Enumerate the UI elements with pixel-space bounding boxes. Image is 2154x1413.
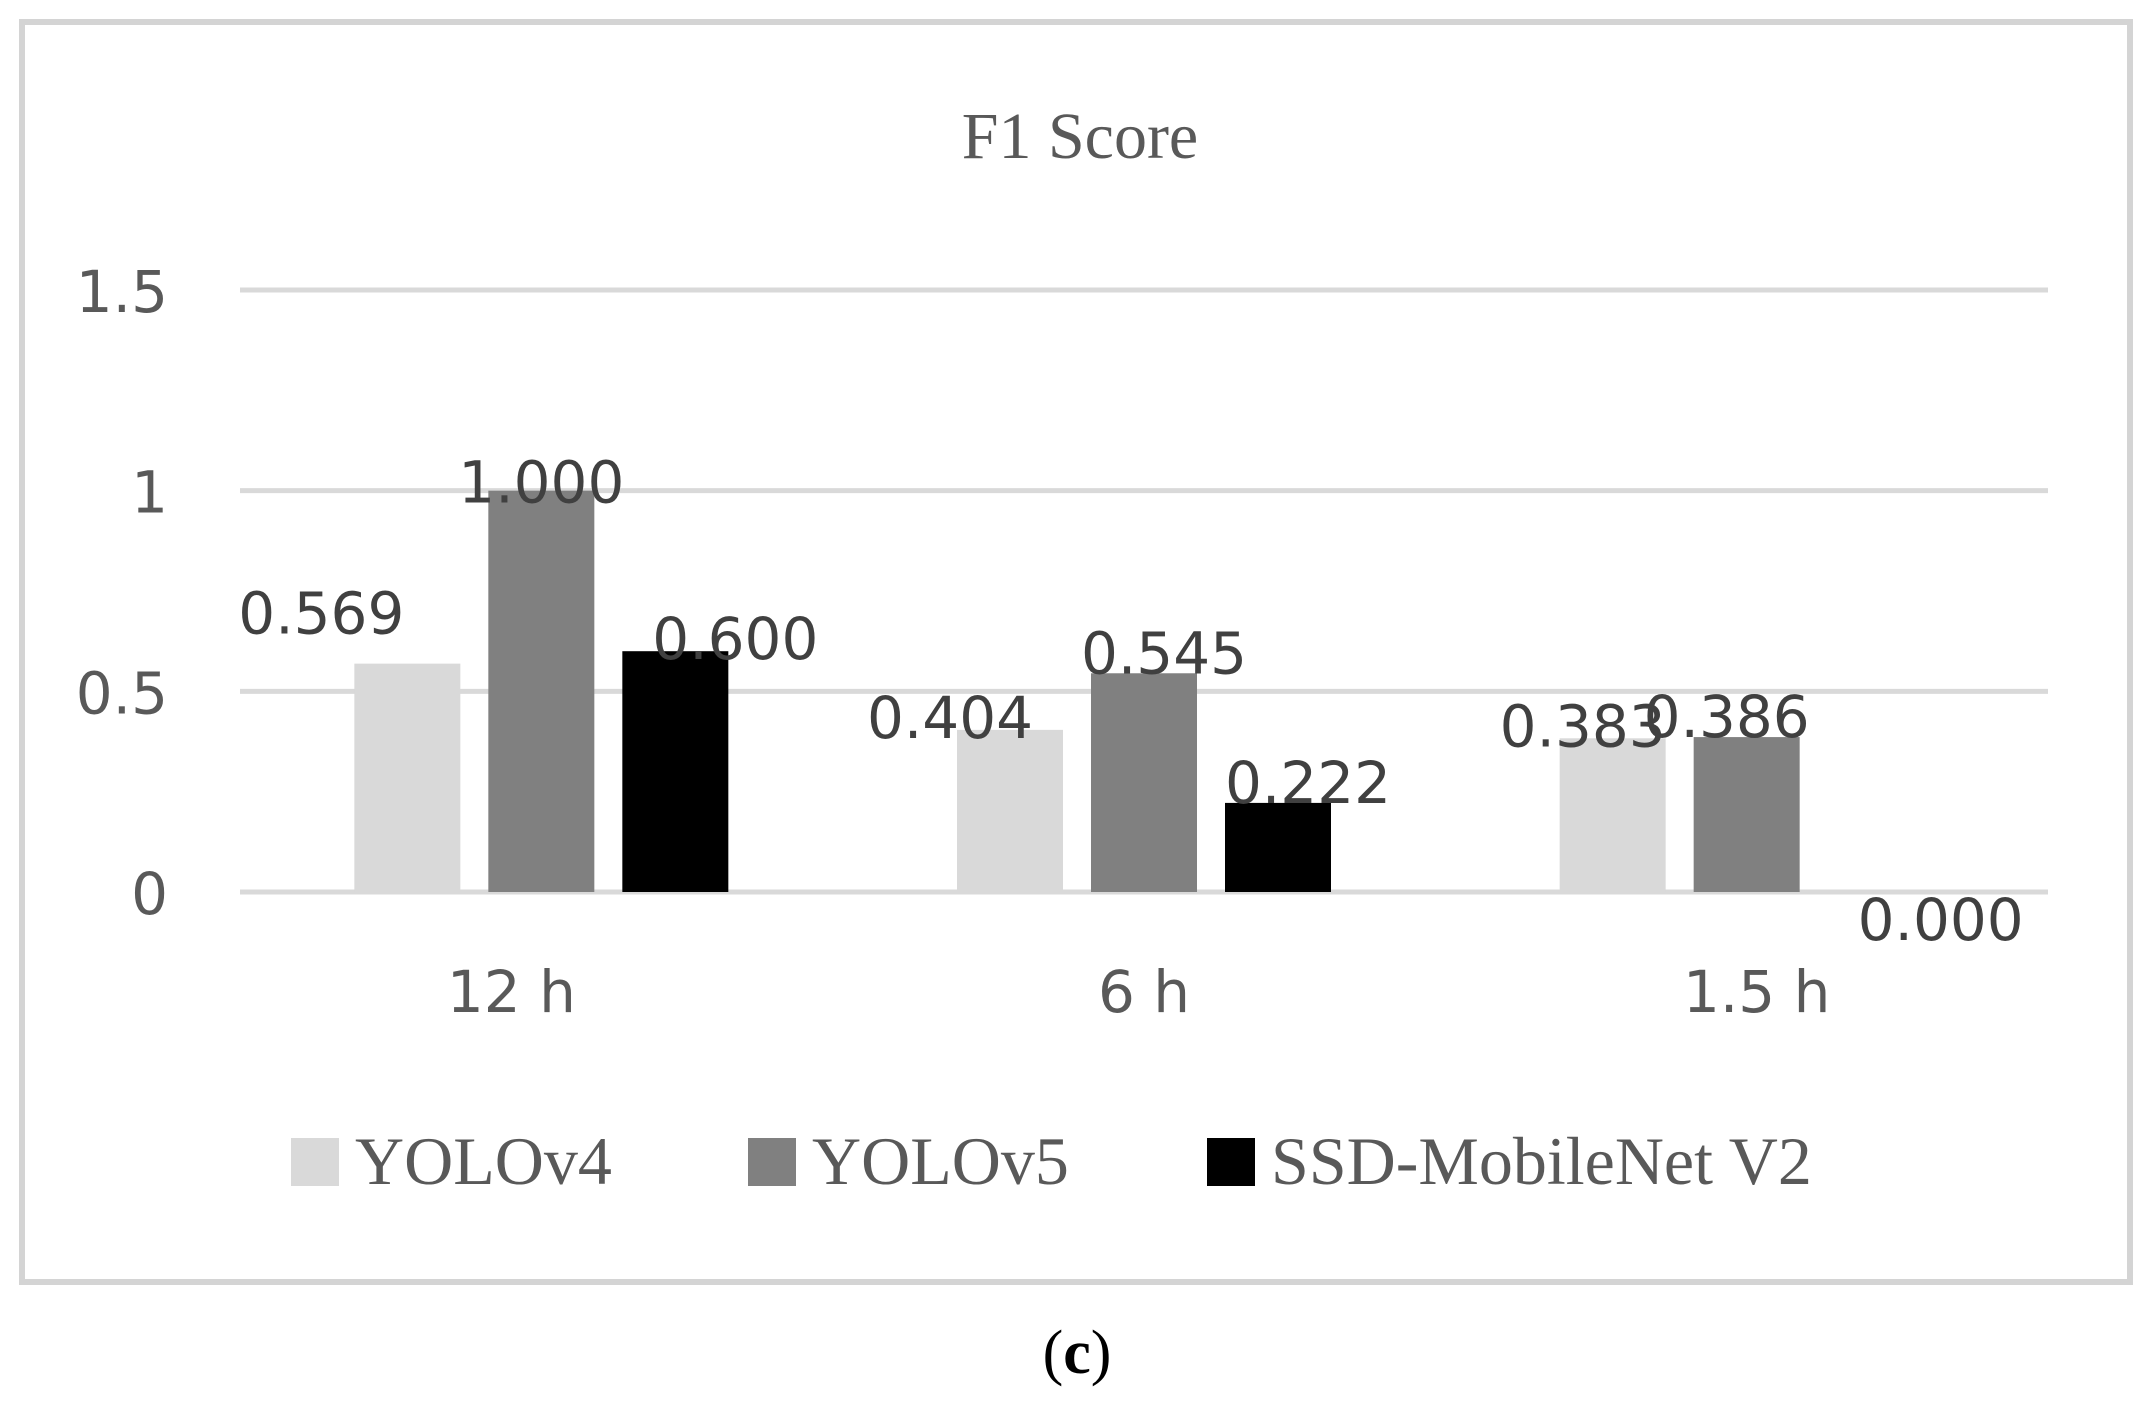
x-tick-label: 1.5 h — [1683, 958, 1830, 1026]
bar — [1225, 802, 1331, 892]
legend-swatch — [291, 1138, 339, 1186]
data-label: 0.386 — [1644, 683, 1810, 751]
y-tick-label: 0 — [131, 860, 168, 928]
data-label: 1.000 — [458, 449, 624, 517]
caption-open-paren: ( — [1042, 1319, 1064, 1387]
bar — [957, 729, 1063, 892]
data-label: 0.383 — [1500, 692, 1666, 760]
bar — [354, 663, 461, 892]
legend-label: YOLOv5 — [812, 1123, 1069, 1199]
bar — [1559, 738, 1666, 892]
panel-caption: (c) — [0, 1318, 2154, 1389]
bar — [1693, 737, 1800, 892]
bars — [354, 490, 1800, 892]
legend-swatch — [748, 1138, 796, 1186]
bar — [488, 490, 595, 892]
bar — [1091, 673, 1197, 892]
bar — [622, 651, 729, 892]
data-label: 0.600 — [652, 605, 818, 673]
caption-close-paren: ) — [1090, 1319, 1112, 1387]
legend-label: SSD-MobileNet V2 — [1271, 1123, 1812, 1199]
y-tick-label: 1 — [131, 459, 168, 527]
y-tick-label: 0.5 — [76, 659, 168, 727]
caption-letter: c — [1063, 1319, 1091, 1387]
data-label: 0.569 — [238, 580, 404, 648]
legend-swatch — [1207, 1138, 1255, 1186]
x-axis-ticks: 12 h 6 h 1.5 h — [447, 958, 1831, 1026]
data-label: 0.222 — [1225, 749, 1391, 817]
legend-label: YOLOv4 — [355, 1123, 612, 1199]
data-label: 0.000 — [1858, 886, 2024, 954]
y-tick-label: 1.5 — [76, 258, 168, 326]
chart-frame — [19, 19, 2133, 1285]
data-labels: 0.569 1.000 0.600 0.404 0.545 0.222 0.3830.386… — [238, 449, 2023, 954]
x-tick-label: 6 h — [1098, 958, 1190, 1026]
x-tick-label: 12 h — [447, 958, 576, 1026]
data-label: 0.545 — [1081, 619, 1247, 687]
chart-title: F1 Score — [962, 100, 1198, 173]
legend: YOLOv4 YOLOv5 SSD-MobileNet V2 — [291, 1123, 1812, 1199]
bar-chart: F1 Score 00.511.5 0.5691.0000.6000.4040.… — [76, 100, 2048, 1199]
data-label: 0.404 — [867, 684, 1033, 752]
y-axis-ticks: 0 0.5 1 1.5 — [76, 258, 168, 928]
